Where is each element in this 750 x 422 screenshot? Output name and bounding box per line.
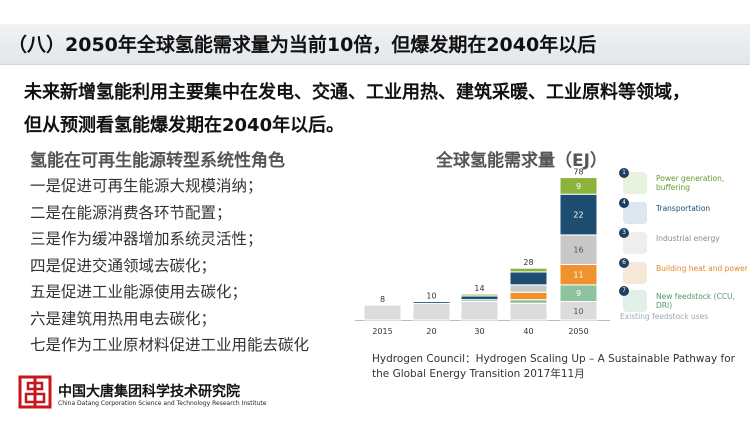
legend-number: 6 (619, 258, 629, 268)
segment-value-label: 16 (573, 246, 583, 255)
segment-value-label: 10 (573, 307, 583, 316)
bar-segment (509, 291, 548, 301)
datang-logo-icon (18, 375, 52, 409)
bar-segment (412, 302, 451, 321)
legend-label: Power generation, buffering (656, 174, 725, 192)
segment-value-label: 11 (573, 271, 583, 280)
summary-line-1: 未来新增氢能利用主要集中在发电、交通、工业用热、建筑采暖、工业原料等领域， (24, 82, 690, 103)
x-tick-label: 2015 (372, 327, 392, 336)
legend-item-power: 1 Power generation, buffering (619, 168, 750, 196)
bar-total-label: 10 (426, 292, 436, 301)
legend-item-building: 6 Building heat and power (619, 258, 750, 286)
legend-number: 7 (619, 286, 629, 296)
bar-segment (509, 267, 548, 273)
bar-segment (460, 293, 499, 297)
bar-segment (509, 302, 548, 321)
role-item: 六是建筑用热用电去碳化； (30, 309, 217, 328)
org-name-en: China Datang Corporation Science and Tec… (58, 400, 267, 407)
bar-total-label: 14 (474, 284, 484, 293)
bar-total-label: 78 (573, 168, 583, 177)
legend-item-transport: 4 Transportation (619, 198, 750, 226)
bar-total-label: 8 (380, 295, 385, 304)
roles-heading: 氢能在可再生能源转型系统性角色 (30, 151, 285, 171)
role-item: 七是作为工业原材料促进工业用能去碳化 (30, 336, 310, 354)
role-item: 二是在能源消费各环节配置； (30, 203, 232, 222)
summary-line-2: 但从预测看氢能爆发期在2040年以后。 (24, 115, 345, 136)
role-item: 一是促进可再生能源大规模消纳； (30, 177, 263, 195)
legend-item-industrial: 3 Industrial energy (619, 228, 750, 256)
legend-number: 1 (619, 168, 629, 178)
industrial-energy-icon: 3 (619, 228, 647, 254)
transportation-icon: 4 (619, 198, 647, 224)
x-tick-label: 30 (474, 327, 484, 336)
legend-label: Transportation (656, 204, 711, 213)
legend-label: Industrial energy (656, 234, 720, 243)
bar-segment (412, 301, 451, 304)
legend-number: 3 (619, 228, 629, 238)
legend-item-feedstock: 7 New feedstock (CCU, DRI) (619, 286, 750, 314)
segment-value-label: 22 (573, 211, 583, 220)
segment-value-label: 9 (576, 182, 581, 191)
new-feedstock-icon: 7 (619, 286, 647, 312)
legend-label: New feedstock (CCU, DRI) (656, 292, 735, 310)
org-name-cn: 中国大唐集团科学技术研究院 (58, 384, 240, 400)
role-item: 五是促进工业能源使用去碳化； (30, 283, 248, 301)
bar-segment (509, 284, 548, 293)
x-tick-label: 40 (523, 327, 533, 336)
legend-label: Building heat and power (656, 264, 748, 273)
bar-segment (509, 299, 548, 304)
bar-segment (509, 271, 548, 286)
bar-segment (559, 177, 598, 195)
bar-total-label: 28 (523, 258, 533, 267)
legend-number: 4 (619, 198, 629, 208)
x-tick-label: 20 (426, 327, 436, 336)
roles-list: 一是促进可再生能源大规模消纳； 二是在能源消费各环节配置； 三是作为缓冲器增加系… (30, 173, 309, 359)
page-title: （八）2050年全球氢能需求量为当前10倍，但爆发期在2040年以后 (8, 34, 597, 56)
power-generation-icon: 1 (619, 168, 647, 194)
building-heat-icon: 6 (619, 258, 647, 284)
chart-title: 全球氢能需求量（EJ） (436, 151, 607, 171)
role-item: 四是促进交通领域去碳化； (30, 256, 217, 275)
bar-segment (363, 304, 402, 321)
legend-existing-feedstock: Existing feedstock uses (620, 312, 709, 321)
role-item: 三是作为缓冲器增加系统灵活性； (30, 230, 263, 248)
title-bar: （八）2050年全球氢能需求量为当前10倍，但爆发期在2040年以后 (0, 24, 750, 65)
segment-value-label: 9 (576, 289, 581, 298)
x-tick-label: 2050 (568, 327, 588, 336)
bar-segment (460, 295, 499, 301)
bar-segment (460, 301, 499, 321)
source-citation: Hydrogen Council：Hydrogen Scaling Up – A… (372, 353, 735, 380)
